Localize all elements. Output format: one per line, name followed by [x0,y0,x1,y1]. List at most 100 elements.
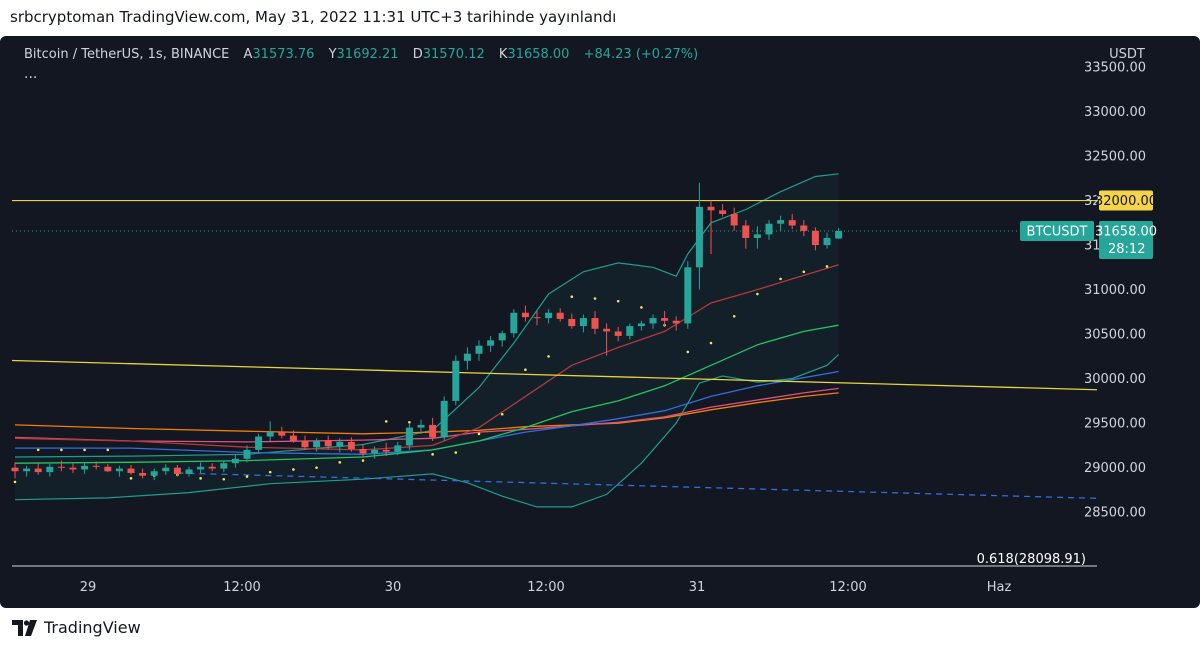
candle-body [220,463,228,469]
candle-body [255,436,263,450]
ema-pink-line [14,387,839,443]
candle-body [127,468,135,474]
bollinger-upper-line [14,173,839,458]
candle [11,462,19,479]
candle-body [475,345,483,354]
candle-body [719,210,727,214]
candle [730,207,738,231]
symbol-tag-text: BTCUSDT [1027,225,1088,240]
y-tick-label: 30500.00 [1084,328,1146,343]
symbol-tag[interactable] [1020,221,1094,242]
sar-dot [13,480,17,484]
x-tick-label: 12:00 [223,580,260,595]
candle-body [568,318,576,327]
candle [800,220,808,237]
candle [579,314,587,333]
candle [104,464,112,473]
y-tick-label: 30000.00 [1084,372,1146,387]
sar-dot [616,299,620,303]
ema-blue-line [15,370,839,455]
candle [289,430,297,443]
candle-body [811,230,819,246]
bollinger-lower-line [14,354,840,508]
candle [81,462,89,474]
candle [742,220,750,249]
bollinger-fill [15,173,839,507]
candle-body [823,237,831,246]
candle [556,308,564,322]
open-label: A [243,47,253,62]
sar-dot [106,448,110,452]
candle [452,355,460,406]
candle [521,305,529,322]
candle-body [707,206,715,211]
symbol-name[interactable]: Bitcoin / TetherUS, 1s, BINANCE [24,47,230,62]
candle [359,444,367,457]
x-tick-label: Haz [987,580,1012,595]
ema-red-line [14,264,839,451]
parabolic-sar-layer [13,265,829,484]
candle-body [197,466,205,470]
candle [672,316,680,331]
candle-body [231,458,239,464]
candle-body [405,427,413,446]
candle [185,466,193,477]
candle [394,441,402,456]
level-price-tag [1099,190,1153,211]
close-label: K [498,47,508,62]
sar-dot [825,265,829,268]
candle-body [81,465,89,470]
candle [266,421,274,441]
y-tick-label: 33500.00 [1084,61,1146,76]
candle [626,323,634,340]
tradingview-logo[interactable]: TradingView [12,618,141,637]
candle [231,455,239,468]
candle [34,463,42,475]
sar-dot [477,432,481,436]
high-label: Y [328,47,337,62]
candle-body [684,267,692,324]
candle [498,330,506,347]
candle [313,438,321,452]
candle-body [394,445,402,452]
candle-body [301,440,309,448]
footer: TradingView [0,608,1200,649]
sar-dot [756,292,759,296]
candle [324,435,332,450]
candle [162,464,170,475]
candle [173,465,181,477]
chart-area[interactable] [0,36,1200,608]
x-tick-label: 31 [689,580,706,595]
candle [23,465,31,477]
ema-orange-line [14,392,839,435]
candle [429,417,437,441]
candle [243,445,251,463]
ohlc-legend: Bitcoin / TetherUS, 1s, BINANCE A31573.7… [24,47,698,62]
current-price-text: 31658.00 [1095,225,1157,240]
candles-layer [11,182,843,481]
y-tick-label: 29500.00 [1084,417,1146,432]
y-tick-label: 31000.00 [1084,283,1146,298]
candle [545,309,553,324]
sar-dot [732,315,736,318]
sar-dot [709,341,713,345]
candle [69,463,77,474]
candle-body [672,320,680,324]
candle [301,435,309,450]
sar-dot [640,306,643,309]
candle [533,310,541,326]
candle-body [359,448,367,454]
candle [208,463,216,472]
candle-body [173,467,181,474]
sar-dot [779,277,782,281]
candle [811,227,819,251]
sar-dot [199,477,202,480]
candle-body [753,234,761,238]
candle [637,320,645,331]
sar-dot [524,368,527,372]
candle [440,396,448,441]
candle-body [266,432,274,437]
sar-dot [36,448,40,452]
more-indicators-button[interactable]: ... [24,66,38,82]
